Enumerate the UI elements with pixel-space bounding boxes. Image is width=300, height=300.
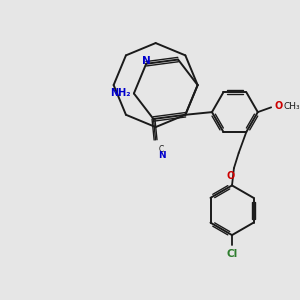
Text: N: N [158, 151, 166, 160]
Text: O: O [227, 171, 235, 181]
Text: C: C [158, 145, 164, 154]
Text: N: N [142, 56, 151, 66]
Text: O: O [275, 101, 283, 111]
Text: NH₂: NH₂ [110, 88, 131, 98]
Text: CH₃: CH₃ [284, 102, 300, 111]
Text: Cl: Cl [226, 249, 238, 260]
